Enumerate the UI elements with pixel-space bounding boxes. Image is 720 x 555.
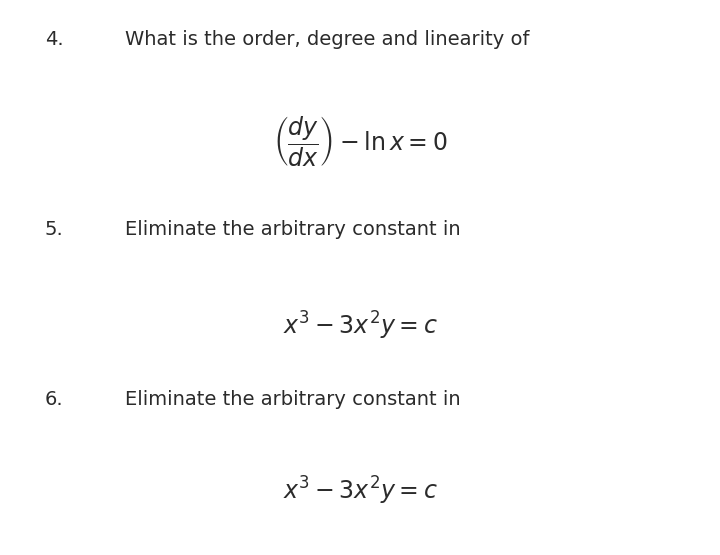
Text: $\left(\dfrac{dy}{dx}\right) - \ln x = 0$: $\left(\dfrac{dy}{dx}\right) - \ln x = 0… xyxy=(273,115,447,169)
Text: Eliminate the arbitrary constant in: Eliminate the arbitrary constant in xyxy=(125,390,461,409)
Text: What is the order, degree and linearity of: What is the order, degree and linearity … xyxy=(125,30,529,49)
Text: $x^3 - 3x^2y = c$: $x^3 - 3x^2y = c$ xyxy=(282,475,438,507)
Text: $x^3 - 3x^2y = c$: $x^3 - 3x^2y = c$ xyxy=(282,310,438,342)
Text: Eliminate the arbitrary constant in: Eliminate the arbitrary constant in xyxy=(125,220,461,239)
Text: 4.: 4. xyxy=(45,30,63,49)
Text: 5.: 5. xyxy=(45,220,64,239)
Text: 6.: 6. xyxy=(45,390,63,409)
